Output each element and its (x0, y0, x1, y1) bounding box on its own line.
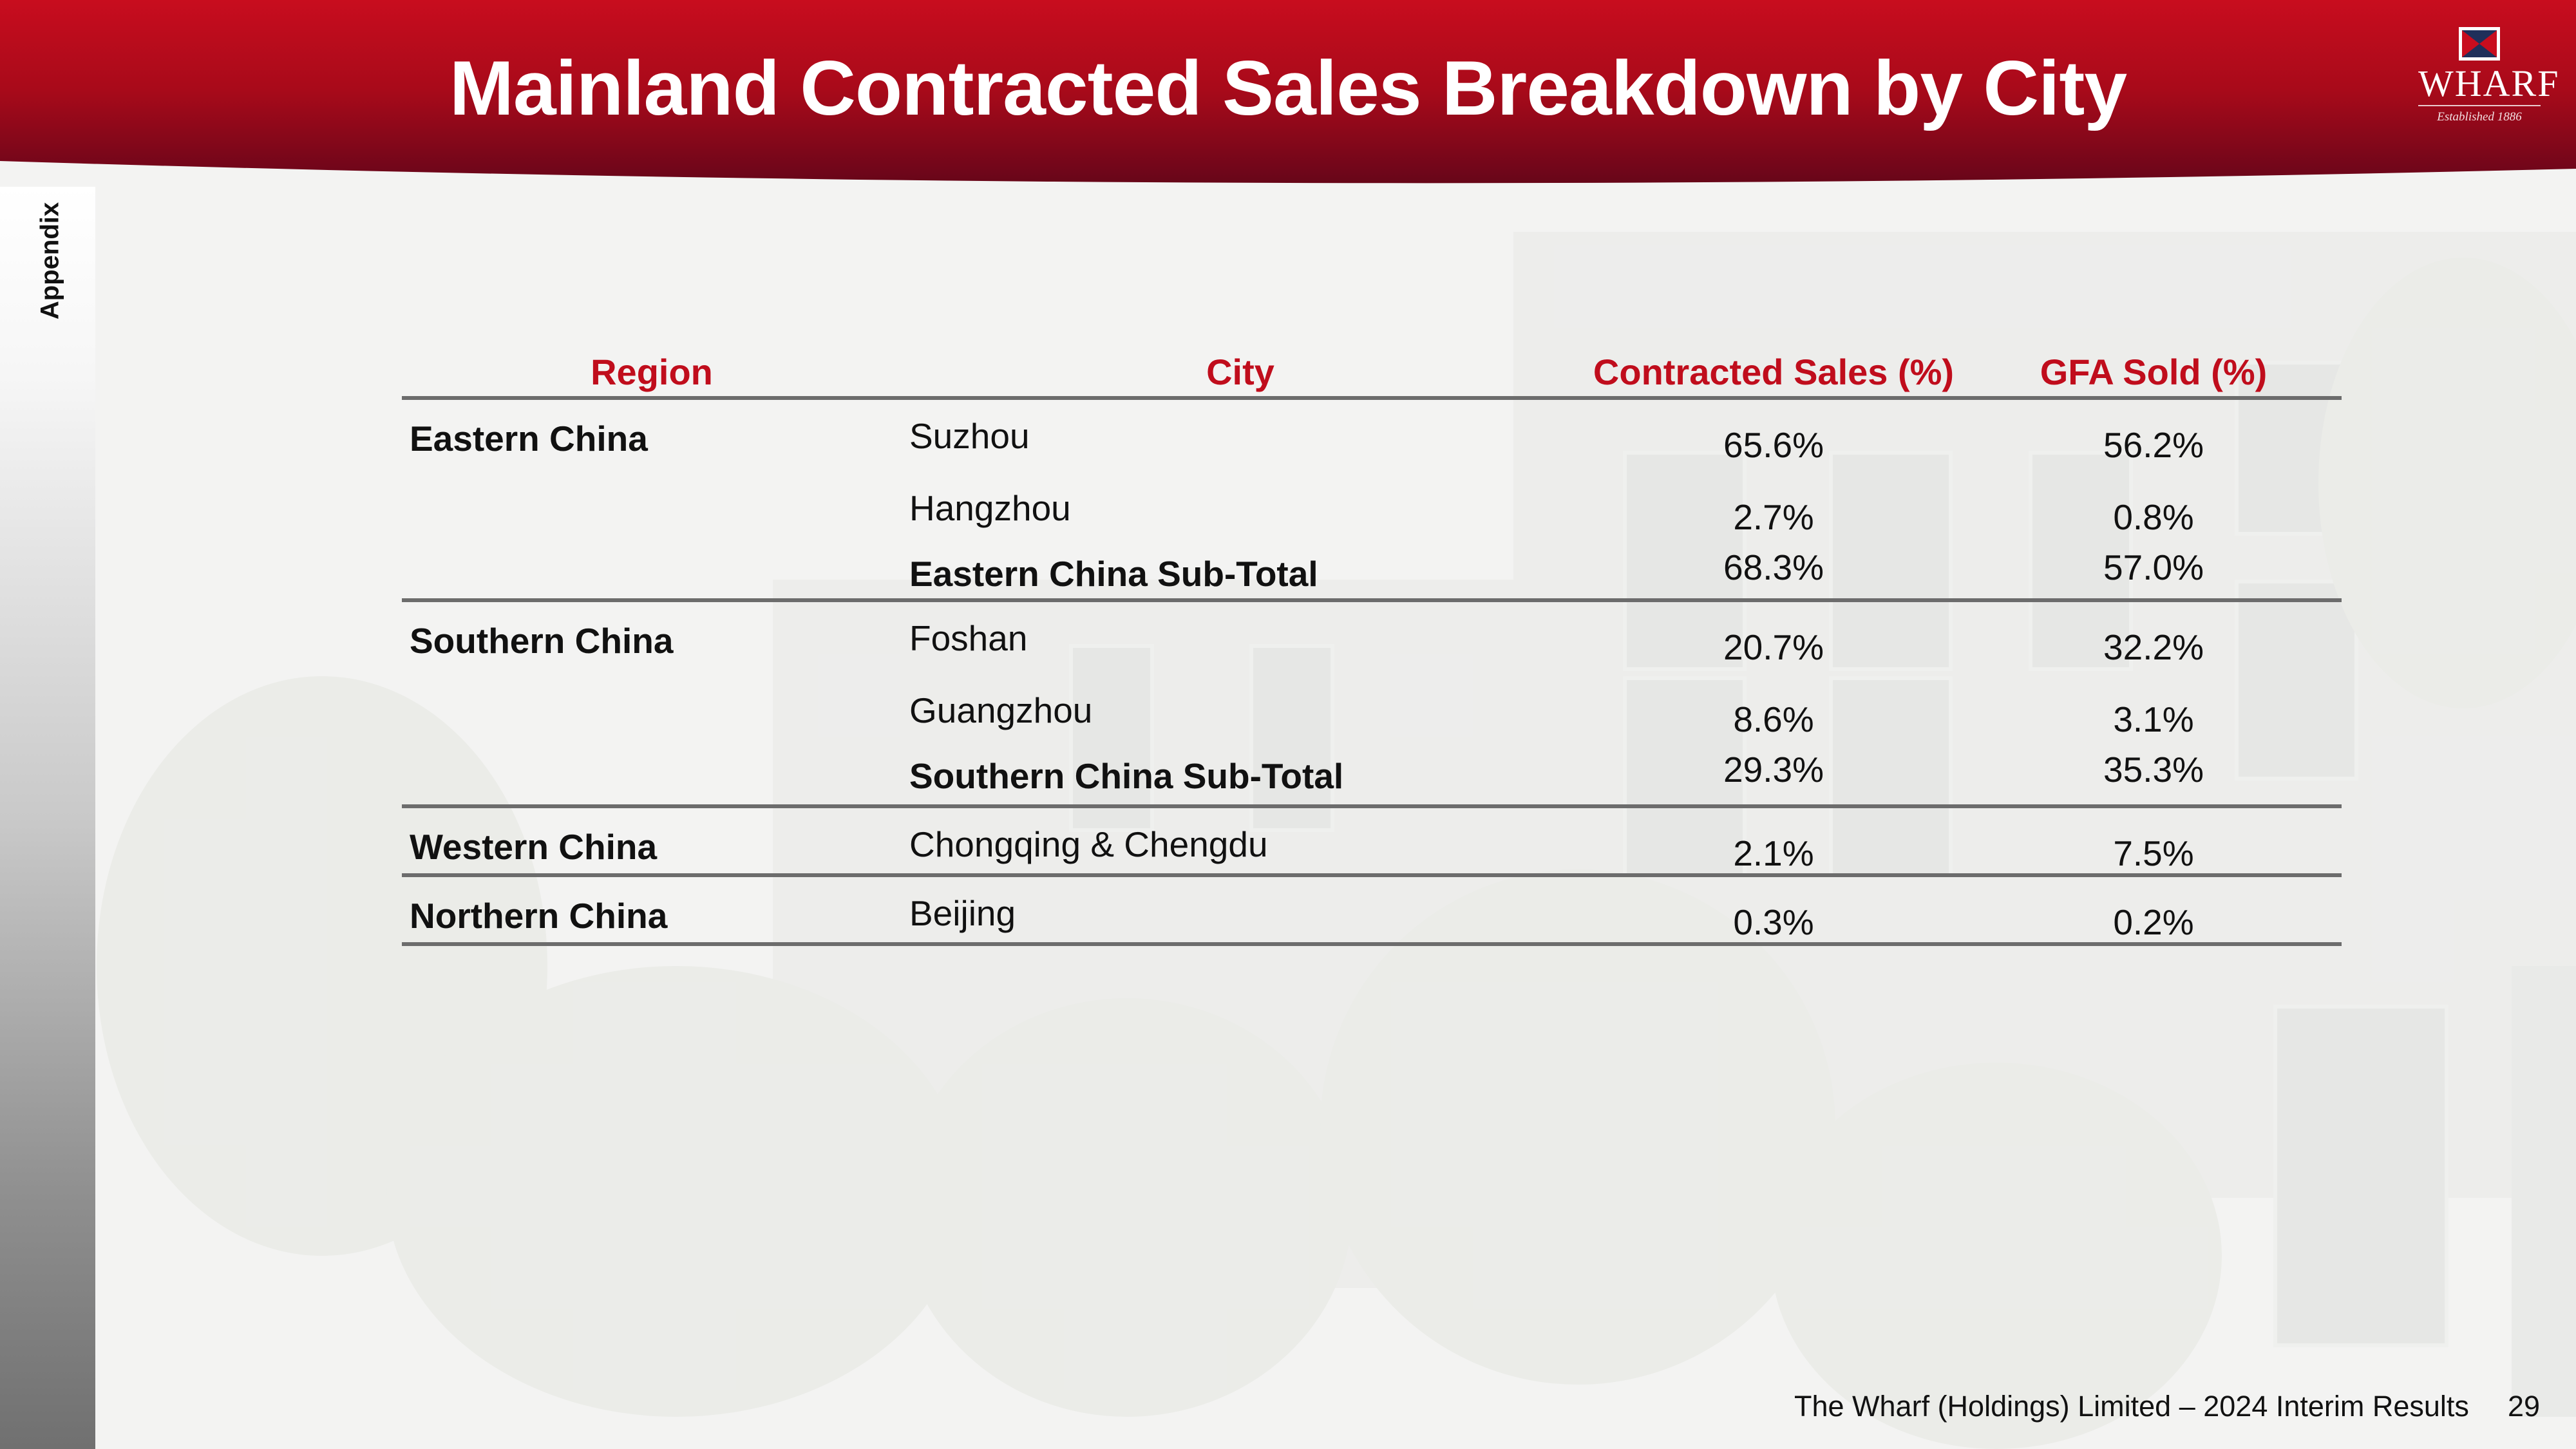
region-group-eastern: Eastern China Suzhou 65.6% 56.2% Hangzho… (402, 400, 2342, 602)
header-band (0, 0, 2576, 201)
sales-breakdown-table: Region City Contracted Sales (%) GFA Sol… (402, 345, 2342, 946)
table-row: Hangzhou 2.7% 0.8% (402, 472, 2342, 540)
city-cell: Guangzhou (909, 690, 1093, 730)
subtotal-row: Southern China Sub-Total 29.3% 35.3% (402, 743, 2342, 804)
city-cell: Chongqing & Chengdu (909, 824, 1268, 864)
gfa-sold-cell: 56.2% (2103, 425, 2204, 465)
region-label: Western China (410, 827, 658, 867)
contracted-sales-cell: 65.6% (1723, 425, 1824, 465)
page-title: Mainland Contracted Sales Breakdown by C… (449, 45, 2127, 131)
gfa-sold-cell: 57.0% (2103, 547, 2204, 587)
column-header-city: City (1206, 352, 1274, 392)
column-header-region: Region (591, 352, 713, 392)
contracted-sales-cell: 68.3% (1723, 547, 1824, 587)
footer-text: The Wharf (Holdings) Limited – 2024 Inte… (1794, 1390, 2469, 1423)
table-row: Western China Chongqing & Chengdu 2.1% 7… (402, 808, 2342, 873)
region-group-southern: Southern China Foshan 20.7% 32.2% Guangz… (402, 602, 2342, 808)
wharf-logo: WHARF Established 1886 (2418, 27, 2560, 137)
city-cell: Beijing (909, 893, 1016, 933)
contracted-sales-cell: 0.3% (1733, 902, 1814, 942)
subtotal-row: Eastern China Sub-Total 68.3% 57.0% (402, 540, 2342, 598)
contracted-sales-cell: 20.7% (1723, 627, 1824, 667)
gfa-sold-cell: 7.5% (2113, 833, 2194, 873)
table-row: Southern China Foshan 20.7% 32.2% (402, 602, 2342, 674)
region-group-western: Western China Chongqing & Chengdu 2.1% 7… (402, 808, 2342, 877)
gfa-sold-cell: 35.3% (2103, 750, 2204, 790)
page-number: 29 (2507, 1390, 2540, 1423)
contracted-sales-cell: 8.6% (1733, 699, 1814, 739)
region-label: Northern China (410, 896, 668, 936)
contracted-sales-cell: 2.1% (1733, 833, 1814, 873)
region-label: Eastern China (410, 419, 648, 459)
gfa-sold-cell: 0.8% (2113, 497, 2194, 537)
region-label: Southern China (410, 621, 674, 661)
region-group-northern: Northern China Beijing 0.3% 0.2% (402, 877, 2342, 946)
city-cell: Hangzhou (909, 488, 1071, 528)
table-row: Eastern China Suzhou 65.6% 56.2% (402, 400, 2342, 472)
city-cell: Suzhou (909, 416, 1030, 456)
left-sidebar (0, 187, 95, 1449)
gfa-sold-cell: 3.1% (2113, 699, 2194, 739)
contracted-sales-cell: 29.3% (1723, 750, 1824, 790)
city-cell: Foshan (909, 618, 1028, 658)
subtotal-label: Southern China Sub-Total (909, 756, 1344, 796)
logo-tagline: Established 1886 (2437, 110, 2522, 124)
flag-icon (2459, 27, 2500, 61)
logo-wordmark: WHARF (2418, 62, 2560, 104)
table-row: Northern China Beijing 0.3% 0.2% (402, 877, 2342, 942)
table-header: Region City Contracted Sales (%) GFA Sol… (402, 345, 2342, 400)
footer: The Wharf (Holdings) Limited – 2024 Inte… (1794, 1390, 2540, 1423)
contracted-sales-cell: 2.7% (1733, 497, 1814, 537)
gfa-sold-cell: 0.2% (2113, 902, 2194, 942)
section-label: Appendix (35, 202, 64, 320)
gfa-sold-cell: 32.2% (2103, 627, 2204, 667)
column-header-contracted-sales: Contracted Sales (%) (1593, 352, 1955, 392)
column-header-gfa-sold: GFA Sold (%) (2040, 352, 2268, 392)
subtotal-label: Eastern China Sub-Total (909, 554, 1318, 594)
table-row: Guangzhou 8.6% 3.1% (402, 674, 2342, 743)
